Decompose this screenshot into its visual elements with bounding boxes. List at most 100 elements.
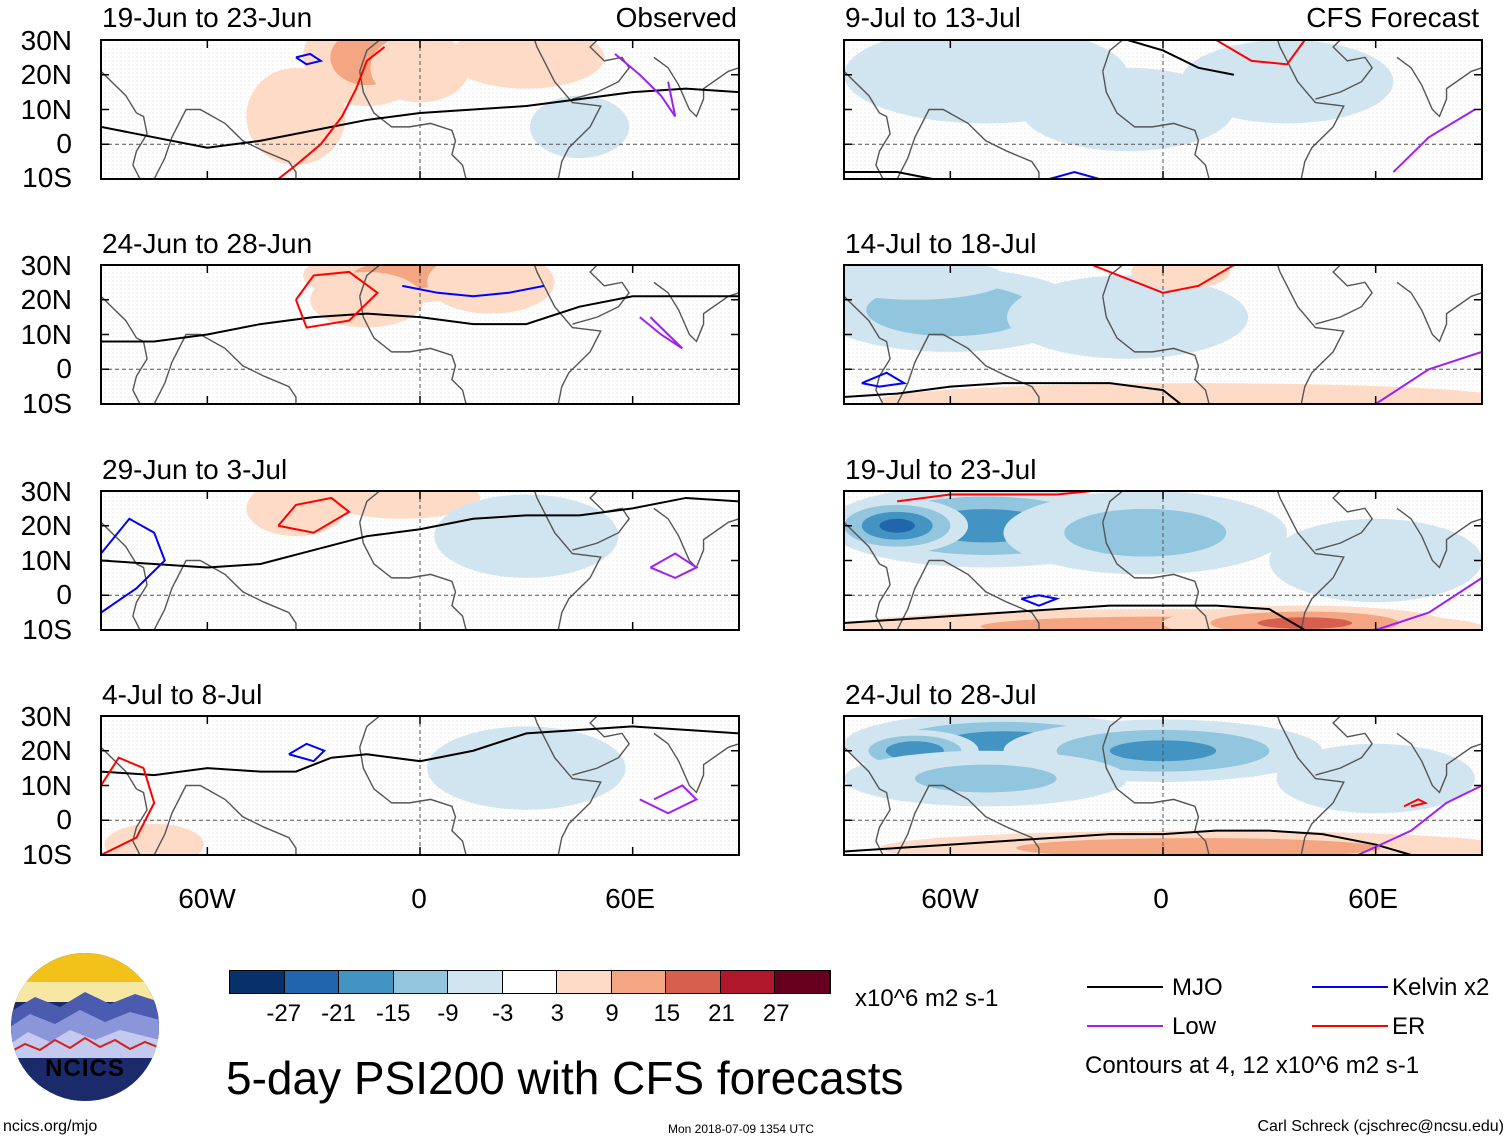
- coastline: [896, 108, 1040, 179]
- panel-title-5: 9-Jul to 13-Jul: [845, 2, 1021, 33]
- contour-er: [897, 491, 1093, 503]
- logo-text: NCICS: [45, 1055, 125, 1082]
- coastline: [101, 295, 148, 404]
- legend-note: Contours at 4, 12 x10^6 m2 s-1: [1085, 1052, 1420, 1079]
- coastline: [572, 491, 630, 551]
- coastline: [844, 521, 891, 630]
- coastline: [359, 71, 467, 179]
- coastline: [1396, 56, 1482, 118]
- legend-label-mjo: MJO: [1172, 974, 1223, 1001]
- coastline: [653, 732, 739, 794]
- anomaly-shading: [844, 265, 1008, 300]
- coastline: [359, 491, 381, 523]
- coastline: [359, 265, 381, 297]
- contour-er: [277, 46, 386, 179]
- contour-kelvin-x2: [288, 742, 327, 763]
- coastline: [359, 747, 467, 855]
- lat-label-10s: 10S: [22, 388, 72, 419]
- contour-er: [1403, 798, 1429, 808]
- footer-site: ncics.org/mjo: [3, 1118, 98, 1135]
- cfs-forecast-tag: CFS Forecast: [1306, 2, 1479, 33]
- contour-mjo: [101, 87, 739, 149]
- colorbar-swatch: [393, 971, 449, 993]
- coastline: [359, 522, 467, 630]
- lat-label-10n: 10N: [20, 545, 72, 576]
- coastline: [1276, 265, 1345, 404]
- panel-title-8: 24-Jul to 28-Jul: [845, 679, 1037, 710]
- lat-label-20n: 20N: [20, 284, 72, 315]
- colorbar-tick-label: -9: [437, 1000, 459, 1027]
- contour-low: [1392, 108, 1476, 173]
- coastline: [1315, 40, 1373, 100]
- legend-label-low: Low: [1172, 1013, 1217, 1040]
- colorbar-tick-label: 9: [605, 1000, 619, 1027]
- contour-low: [1357, 784, 1482, 855]
- lon-label-0: 0: [1153, 883, 1169, 914]
- coastline: [896, 559, 1040, 630]
- lat-label-20n: 20N: [20, 735, 72, 766]
- map-panel: [843, 490, 1483, 631]
- coastline: [572, 265, 630, 325]
- contour-low: [1375, 577, 1482, 630]
- anomaly-shading: [427, 265, 555, 314]
- colorbar-tick-label: -27: [266, 1000, 302, 1027]
- panel-title-2: 24-Jun to 28-Jun: [102, 228, 313, 259]
- contour-er: [101, 756, 156, 855]
- anomaly-shading: [1007, 275, 1249, 359]
- panel-title-3: 29-Jun to 3-Jul: [102, 454, 288, 485]
- contour-mjo: [101, 295, 739, 343]
- lon-label-60w: 60W: [178, 883, 236, 914]
- coastline: [896, 333, 1040, 404]
- legend-lines-right: [1312, 986, 1388, 1027]
- anomaly-shading: [1180, 40, 1394, 124]
- contour-low: [649, 552, 699, 579]
- coastline: [1102, 296, 1210, 404]
- lat-label-0: 0: [56, 353, 72, 384]
- coastline: [1396, 507, 1482, 569]
- map-panel: [100, 39, 740, 180]
- contour-mjo: [844, 829, 1412, 855]
- anomaly-shading: [914, 764, 1057, 793]
- colorbar-swatch: [557, 971, 612, 993]
- contour-er: [295, 270, 380, 329]
- lat-label-30n: 30N: [20, 701, 72, 732]
- anomaly-shading: [310, 271, 424, 328]
- contour-low: [614, 53, 677, 118]
- colorbar-swatch: [775, 971, 831, 993]
- panel-title-4: 4-Jul to 8-Jul: [102, 679, 263, 710]
- coastline: [1396, 732, 1482, 794]
- anomaly-shading: [246, 67, 346, 166]
- lat-label-0: 0: [56, 128, 72, 159]
- lon-label-60e: 60E: [605, 883, 655, 914]
- contour-low: [639, 316, 683, 350]
- anomaly-shading: [1276, 743, 1475, 814]
- legend-lines-left: [1087, 986, 1163, 1027]
- anomaly-shading: [1269, 518, 1482, 603]
- coastline: [844, 746, 891, 855]
- contour-kelvin-x2: [101, 517, 166, 614]
- coastline: [153, 784, 297, 855]
- coastline: [533, 265, 602, 404]
- colorbar-swatch: [720, 971, 776, 993]
- anomaly-shading: [1016, 838, 1381, 855]
- colorbar-tick-label: -15: [375, 1000, 411, 1027]
- colorbar-swatch: [448, 971, 503, 993]
- coastline: [1396, 281, 1482, 343]
- coastline: [1315, 265, 1373, 325]
- lat-label-20n: 20N: [20, 510, 72, 541]
- coastline: [533, 491, 602, 630]
- contour-kelvin-x2: [402, 284, 545, 298]
- coastline: [101, 521, 148, 630]
- anomaly-shading: [879, 383, 1482, 404]
- coastline: [1102, 716, 1124, 748]
- contour-low: [1375, 350, 1482, 404]
- lon-label-0: 0: [411, 883, 427, 914]
- coastline: [1102, 265, 1124, 297]
- contour-kelvin-x2: [295, 52, 324, 66]
- contour-er: [1215, 40, 1306, 66]
- coastline: [653, 56, 739, 118]
- coastline: [844, 70, 891, 179]
- coastline: [844, 295, 891, 404]
- map-panel: [100, 264, 740, 405]
